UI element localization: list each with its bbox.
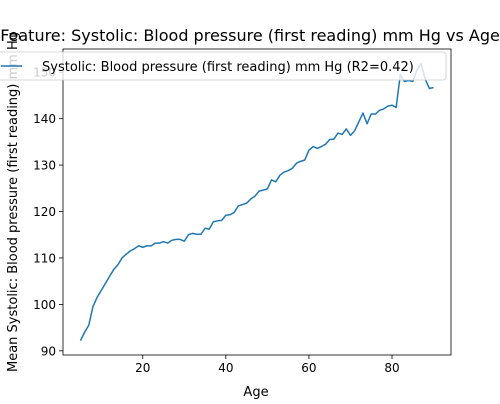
legend: Systolic: Blood pressure (first reading)… [0, 51, 447, 81]
plot-area [63, 49, 451, 355]
y-tick-label: 140 [33, 112, 56, 126]
y-axis-ticks: 90100110120130140150 [33, 66, 63, 358]
x-tick-label: 80 [384, 361, 399, 375]
legend-box [0, 51, 447, 81]
y-tick-label: 110 [33, 251, 56, 265]
x-tick-label: 40 [218, 361, 233, 375]
x-tick-label: 20 [135, 361, 150, 375]
y-tick-label: 120 [33, 205, 56, 219]
y-tick-label: 130 [33, 159, 56, 173]
x-tick-label: 60 [301, 361, 316, 375]
legend-label: Systolic: Blood pressure (first reading)… [42, 60, 414, 75]
chart-title: Feature: Systolic: Blood pressure (first… [0, 26, 500, 45]
y-tick-label: 100 [33, 298, 56, 312]
x-axis-label: Age [243, 385, 268, 400]
series-line [79, 63, 434, 341]
plot-frame [62, 48, 452, 356]
x-axis-ticks: 20 40 60 80 [135, 355, 400, 375]
series-layer [79, 63, 434, 341]
y-tick-label: 90 [41, 344, 56, 358]
y-axis-label: Mean Systolic: Blood pressure (first rea… [6, 32, 21, 372]
